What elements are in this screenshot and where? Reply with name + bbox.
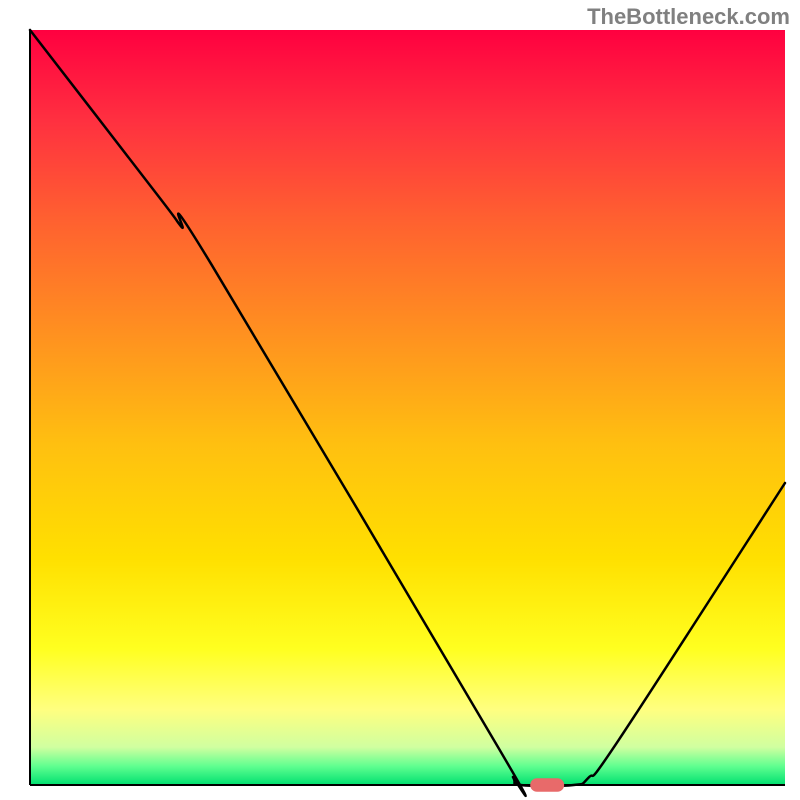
plot-background [30,30,785,785]
bottleneck-chart [0,0,800,800]
watermark-text: TheBottleneck.com [587,4,790,30]
optimum-marker [530,778,564,792]
